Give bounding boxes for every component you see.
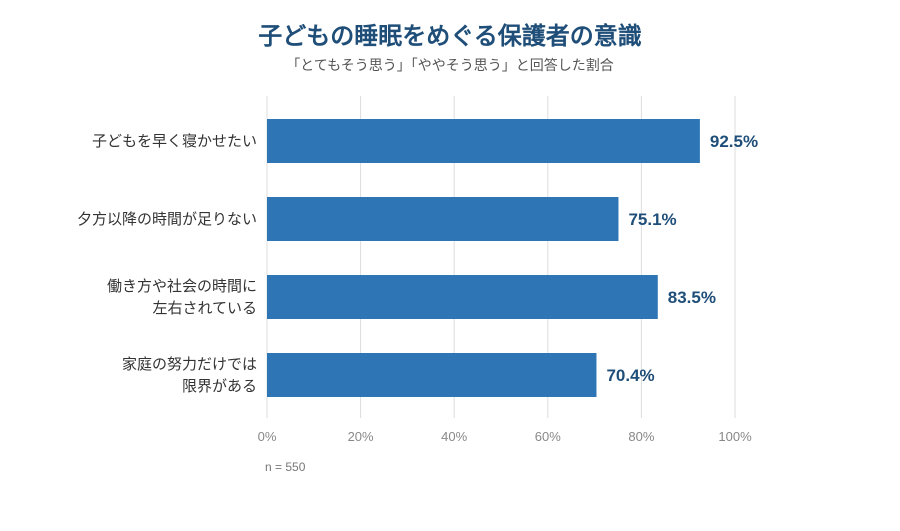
sample-size-note: n = 550 [265, 460, 306, 474]
category-label: 働き方や社会の時間に [107, 277, 257, 295]
bar [267, 275, 658, 319]
bars [267, 119, 700, 397]
bar [267, 119, 700, 163]
labels: 0% 20% 40% 60% 80% 100% 92.5% 子どもを早く寝かせたい 75.1% 夕… [77, 132, 758, 444]
data-label: 92.5% [710, 132, 758, 151]
data-label: 75.1% [628, 210, 676, 229]
x-tick-label: 40% [441, 429, 467, 444]
x-tick-label: 0% [258, 429, 277, 444]
category-label: 限界がある [182, 377, 257, 395]
category-label: 夕方以降の時間が足りない [77, 210, 257, 228]
x-tick-label: 80% [628, 429, 654, 444]
chart-subtitle: 「とてもそう思う」「ややそう思う」と回答した割合 [286, 58, 614, 74]
x-tick-label: 60% [535, 429, 561, 444]
data-label: 83.5% [668, 288, 716, 307]
x-tick-label: 100% [718, 429, 752, 444]
bar [267, 353, 597, 397]
chart-title: 子どもの睡眠をめぐる保護者の意識 [258, 22, 642, 50]
category-label: 家庭の努力だけでは [122, 355, 257, 373]
category-label: 左右されている [152, 299, 257, 317]
data-label: 70.4% [606, 366, 654, 385]
bar [267, 197, 619, 241]
x-tick-label: 20% [348, 429, 374, 444]
category-label: 子どもを早く寝かせたい [92, 132, 257, 150]
